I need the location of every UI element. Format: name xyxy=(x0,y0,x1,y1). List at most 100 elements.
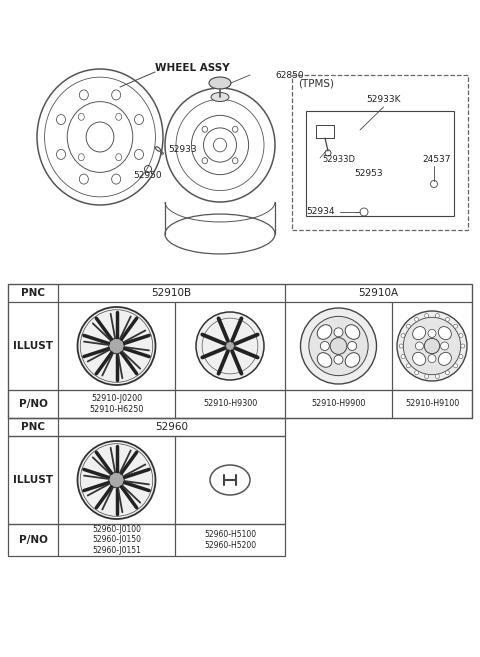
Text: PNC: PNC xyxy=(21,422,45,432)
Bar xyxy=(58,284,285,302)
Text: (TPMS): (TPMS) xyxy=(298,79,334,89)
Bar xyxy=(175,302,285,390)
Bar xyxy=(58,524,175,556)
Circle shape xyxy=(348,342,357,350)
Circle shape xyxy=(428,355,436,363)
Text: 52910-J0200
52910-H6250: 52910-J0200 52910-H6250 xyxy=(89,394,144,414)
Bar xyxy=(8,390,472,418)
Text: 52910A: 52910A xyxy=(359,288,398,298)
Text: 52933K: 52933K xyxy=(366,95,401,104)
Ellipse shape xyxy=(309,317,368,376)
Bar xyxy=(306,111,454,216)
Text: 52933D: 52933D xyxy=(322,154,355,164)
Circle shape xyxy=(441,342,449,350)
Text: 52910B: 52910B xyxy=(151,288,192,298)
Circle shape xyxy=(428,329,436,338)
Circle shape xyxy=(425,374,429,378)
Bar xyxy=(285,284,472,302)
Circle shape xyxy=(399,344,403,348)
Bar xyxy=(8,284,472,418)
Text: 52953: 52953 xyxy=(354,168,383,177)
Circle shape xyxy=(320,342,329,350)
Bar xyxy=(58,418,285,436)
Circle shape xyxy=(225,341,235,351)
Circle shape xyxy=(401,355,405,359)
Bar xyxy=(58,436,175,524)
Bar xyxy=(292,75,468,230)
Bar xyxy=(175,436,285,524)
Bar xyxy=(392,302,472,390)
Text: 52910-H9900: 52910-H9900 xyxy=(312,399,366,409)
Text: P/NO: P/NO xyxy=(19,535,48,545)
Ellipse shape xyxy=(438,327,451,340)
Text: ILLUST: ILLUST xyxy=(13,341,53,351)
Circle shape xyxy=(459,334,463,338)
Bar xyxy=(8,418,58,436)
Circle shape xyxy=(415,342,423,350)
Text: WHEEL ASSY: WHEEL ASSY xyxy=(155,63,229,73)
Bar xyxy=(58,390,175,418)
Bar xyxy=(175,390,285,418)
Circle shape xyxy=(454,364,457,368)
Bar xyxy=(8,524,58,556)
Circle shape xyxy=(108,338,124,354)
Text: 52910-H9100: 52910-H9100 xyxy=(405,399,459,409)
Ellipse shape xyxy=(438,352,451,365)
Text: 52960-J0100
52960-J0150
52960-J0151: 52960-J0100 52960-J0150 52960-J0151 xyxy=(92,525,141,555)
Bar xyxy=(8,390,58,418)
Text: 52960: 52960 xyxy=(155,422,188,432)
Ellipse shape xyxy=(397,311,467,381)
Circle shape xyxy=(407,324,410,328)
Ellipse shape xyxy=(211,93,229,101)
Bar xyxy=(8,418,285,436)
Text: 24537: 24537 xyxy=(422,154,451,164)
Ellipse shape xyxy=(77,307,156,385)
Text: ILLUST: ILLUST xyxy=(13,475,53,485)
Ellipse shape xyxy=(300,308,376,384)
Circle shape xyxy=(445,317,449,321)
Ellipse shape xyxy=(403,317,461,374)
Bar xyxy=(392,390,472,418)
Ellipse shape xyxy=(77,441,156,519)
Text: 52910-H9300: 52910-H9300 xyxy=(203,399,257,409)
Ellipse shape xyxy=(196,312,264,380)
Ellipse shape xyxy=(209,77,231,89)
Ellipse shape xyxy=(413,352,426,365)
Circle shape xyxy=(401,334,405,338)
Text: PNC: PNC xyxy=(21,288,45,298)
Bar xyxy=(175,524,285,556)
Circle shape xyxy=(330,338,347,354)
Bar xyxy=(285,390,392,418)
Text: 62850: 62850 xyxy=(275,70,304,79)
Circle shape xyxy=(415,317,419,321)
Bar xyxy=(8,302,58,390)
Bar xyxy=(8,284,58,302)
Circle shape xyxy=(435,374,439,378)
Text: P/NO: P/NO xyxy=(19,399,48,409)
Ellipse shape xyxy=(317,353,332,367)
Circle shape xyxy=(424,338,440,353)
Text: 52950: 52950 xyxy=(134,171,162,181)
Bar xyxy=(8,524,285,556)
Circle shape xyxy=(461,344,465,348)
Circle shape xyxy=(415,371,419,374)
Circle shape xyxy=(445,371,449,374)
Circle shape xyxy=(459,355,463,359)
Circle shape xyxy=(435,313,439,318)
Ellipse shape xyxy=(345,353,360,367)
Text: 52934: 52934 xyxy=(306,208,335,217)
Bar xyxy=(285,302,392,390)
Circle shape xyxy=(425,313,429,318)
Circle shape xyxy=(108,472,124,487)
Ellipse shape xyxy=(345,325,360,339)
Circle shape xyxy=(334,355,343,364)
Circle shape xyxy=(334,328,343,337)
Circle shape xyxy=(407,364,410,368)
Circle shape xyxy=(454,324,457,328)
Ellipse shape xyxy=(317,325,332,339)
Bar xyxy=(8,436,285,524)
Text: 52960-H5100
52960-H5200: 52960-H5100 52960-H5200 xyxy=(204,530,256,550)
Ellipse shape xyxy=(413,327,426,340)
Text: 52933: 52933 xyxy=(168,145,197,154)
Bar xyxy=(58,302,175,390)
